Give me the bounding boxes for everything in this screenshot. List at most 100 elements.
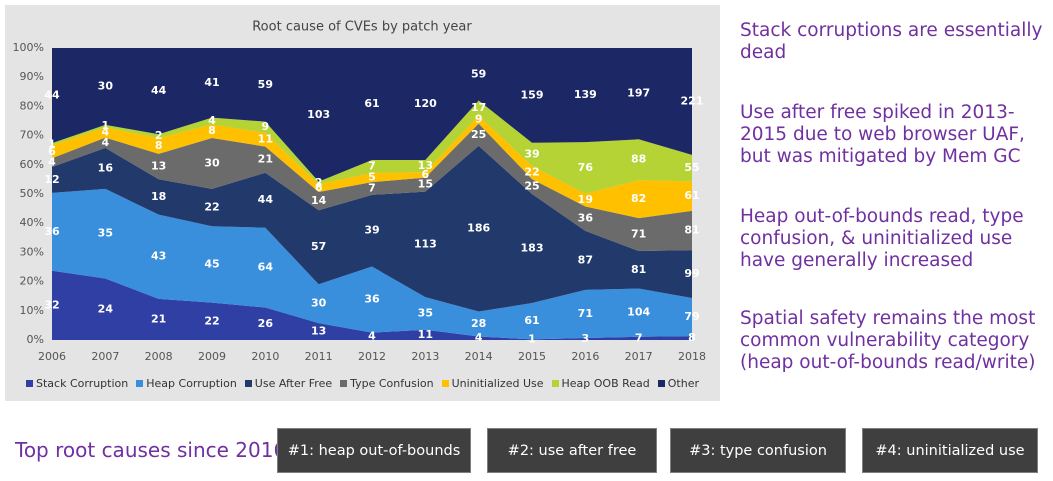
y-tick-label: 10% [20, 304, 44, 317]
area [52, 145, 692, 312]
y-tick-label: 100% [13, 41, 44, 54]
data-label: 59 [258, 78, 273, 91]
data-label: 1 [102, 119, 110, 132]
data-label: 44 [258, 193, 274, 206]
data-label: 17 [471, 101, 486, 114]
data-label: 43 [151, 250, 166, 263]
area [52, 123, 692, 252]
cause-button[interactable]: #2: use after free [487, 428, 657, 473]
data-label: 44 [44, 89, 60, 102]
y-tick-label: 60% [20, 158, 44, 171]
legend-swatch [26, 380, 33, 387]
data-label: 113 [414, 237, 437, 250]
data-label: 11 [258, 133, 273, 146]
y-tick-label: 90% [20, 70, 44, 83]
x-tick-label: 2008 [145, 350, 173, 363]
data-label: 82 [631, 192, 646, 205]
x-tick-label: 2014 [465, 350, 493, 363]
data-label: 88 [631, 153, 646, 166]
legend-item: Uninitialized Use [441, 377, 544, 390]
data-label: 6 [315, 181, 323, 194]
data-label: 22 [524, 166, 539, 179]
legend-label: Other [667, 377, 699, 390]
data-label: 81 [631, 263, 646, 276]
data-label: 13 [311, 325, 326, 338]
data-label: 21 [151, 312, 166, 325]
cause-button[interactable]: #4: uninitialized use [862, 428, 1038, 473]
legend-swatch [244, 380, 252, 387]
data-label: 39 [364, 224, 379, 237]
legend-label: Use After Free [254, 377, 333, 390]
legend-label: Heap OOB Read [561, 377, 650, 390]
data-label: 197 [627, 87, 650, 100]
data-label: 30 [311, 297, 327, 310]
chart-title: Root cause of CVEs by patch year [252, 20, 472, 35]
x-tick-label: 2010 [251, 350, 279, 363]
data-label: 8 [208, 124, 216, 137]
x-tick-label: 2017 [625, 350, 653, 363]
x-tick-label: 2018 [678, 350, 706, 363]
data-label: 221 [681, 94, 704, 107]
data-label: 81 [684, 224, 699, 237]
data-label: 35 [98, 227, 113, 240]
data-label: 28 [471, 317, 486, 330]
legend-swatch [340, 380, 348, 387]
data-label: 4 [208, 114, 216, 127]
area [52, 48, 692, 182]
data-label: 36 [364, 293, 380, 306]
data-label: 25 [471, 128, 486, 141]
data-label: 13 [151, 160, 166, 173]
data-label: 21 [258, 153, 273, 166]
data-label: 39 [524, 147, 539, 160]
data-label: 19 [578, 193, 593, 206]
data-label: 2 [155, 129, 163, 142]
legend-label: Heap Corruption [146, 377, 237, 390]
y-tick-label: 80% [20, 99, 44, 112]
data-label: 4 [368, 329, 376, 342]
data-label: 79 [684, 310, 699, 323]
data-label: 22 [204, 201, 219, 214]
data-label: 22 [204, 314, 219, 327]
data-label: 139 [574, 88, 597, 101]
x-tick-label: 2009 [198, 350, 226, 363]
data-label: 4 [102, 126, 110, 139]
area [52, 100, 692, 194]
data-label: 9 [262, 120, 270, 133]
y-tick-label: 30% [20, 245, 44, 258]
legend-label: Uninitialized Use [451, 377, 544, 390]
data-label: 8 [155, 139, 163, 152]
data-label: 1 [528, 333, 536, 346]
legend-swatch [136, 380, 144, 387]
data-label: 4 [475, 331, 483, 344]
data-label: 30 [204, 156, 220, 169]
y-tick-label: 20% [20, 275, 44, 288]
x-tick-label: 2012 [358, 350, 386, 363]
data-label: 32 [44, 298, 59, 311]
data-label: 99 [684, 267, 699, 280]
legend-item: Other [657, 377, 699, 390]
y-tick-label: 0% [27, 333, 44, 346]
data-label: 45 [204, 257, 219, 270]
data-label: 186 [467, 222, 490, 235]
data-label: 61 [364, 97, 379, 110]
x-tick-label: 2013 [411, 350, 439, 363]
x-tick-label: 2015 [518, 350, 546, 363]
data-label: 36 [44, 225, 60, 238]
legend: Stack Corruption Heap Corruption Use After… [5, 377, 720, 390]
cause-button[interactable]: #3: type confusion [670, 428, 846, 473]
data-label: 57 [311, 240, 326, 253]
data-label: 11 [418, 328, 433, 341]
data-label: 7 [368, 159, 376, 172]
data-label: 4 [48, 156, 56, 169]
data-label: 16 [98, 161, 114, 174]
cause-button[interactable]: #1: heap out-of-bounds [277, 428, 471, 473]
data-label: 6 [48, 145, 56, 158]
data-label: 104 [627, 306, 650, 319]
data-label: 4 [102, 136, 110, 149]
data-label: 159 [521, 88, 544, 101]
data-label: 7 [368, 181, 376, 194]
data-label: 59 [471, 67, 486, 80]
x-tick-label: 2016 [571, 350, 599, 363]
data-label: 7 [635, 331, 643, 344]
